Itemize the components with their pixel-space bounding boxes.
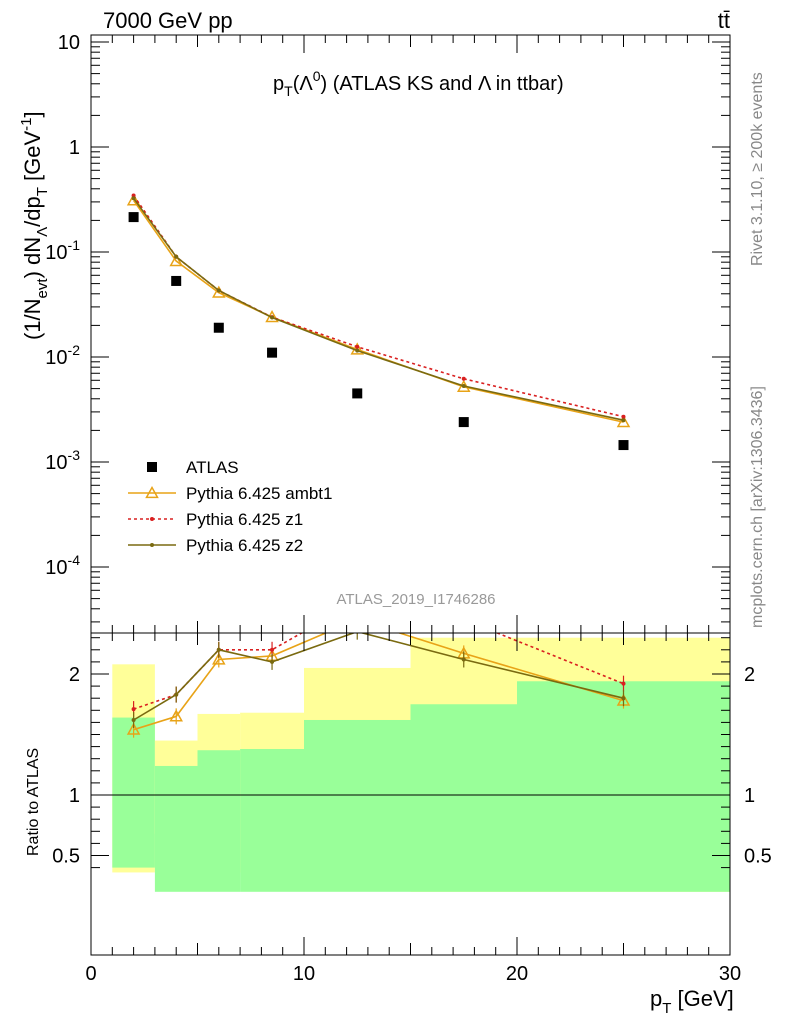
main-y-axis-label: (1/Nevt) dNΛ/dpT [GeV-1] xyxy=(18,111,51,340)
data-point-atlas xyxy=(171,275,182,286)
mc-point-z1 xyxy=(621,414,626,419)
svg-text:pT [GeV]: pT [GeV] xyxy=(650,986,734,1017)
legend-marker xyxy=(147,462,157,472)
ratio-y-ticks xyxy=(91,637,730,869)
band-inner xyxy=(154,765,198,892)
ratio-point-z2 xyxy=(270,659,275,664)
ratio-point-ambt1 xyxy=(169,709,183,722)
band-inner xyxy=(304,719,411,892)
ratio-series xyxy=(126,614,631,738)
band-inner xyxy=(517,681,730,892)
x-tick-labels: 0 10 20 30 xyxy=(85,963,741,985)
analysis-label: ATLAS_2019_I1746286 xyxy=(336,591,495,608)
ratio-y-tick-labels: 0.5 0.5 1 1 2 2 xyxy=(52,664,772,868)
data-point-atlas xyxy=(618,440,629,451)
legend-label: Pythia 6.425 z2 xyxy=(186,536,303,555)
ratio-point-z1 xyxy=(462,618,466,622)
ratio-uncertainty-bands xyxy=(112,637,730,892)
mc-point-z2 xyxy=(461,383,466,388)
data-point-atlas xyxy=(267,347,278,358)
ratio-point-z2 xyxy=(174,692,179,697)
main-y-ticks xyxy=(91,41,730,623)
mc-point-z2 xyxy=(355,348,360,353)
ratio-point-z2 xyxy=(216,647,221,652)
band-inner xyxy=(240,749,304,892)
mc-line-z2 xyxy=(132,197,624,421)
x-tick-label: 30 xyxy=(719,963,741,985)
ratio-x-ticks xyxy=(90,633,731,955)
rivet-version-label: Rivet 3.1.10, ≥ 200k events xyxy=(749,72,766,266)
ratio-y-tick-label-right: 1 xyxy=(744,785,755,807)
main-y-tick-label: 1 xyxy=(69,137,80,159)
main-y-tick-labels: 10 1 10-1 10-2 10-3 10-4 xyxy=(45,32,80,579)
mc-point-z2 xyxy=(216,288,221,293)
legend-marker xyxy=(145,485,159,499)
ratio-panel: 0.5 0.5 1 1 2 2 0 10 20 30 Ratio to ATLAS pT [Ge… xyxy=(25,614,772,1017)
x-axis-label: pT [GeV] xyxy=(650,986,734,1017)
legend-marker xyxy=(150,517,154,521)
main-y-tick-label: 10-3 xyxy=(45,447,80,474)
mcplots-label: mcplots.cern.ch [arXiv:1306.3436] xyxy=(749,386,766,628)
ratio-point-ambt1 xyxy=(352,614,363,624)
ratio-point-z1 xyxy=(621,681,626,686)
ratio-y-axis-label: Ratio to ATLAS xyxy=(25,748,42,856)
legend-label: ATLAS xyxy=(186,458,239,477)
x-tick-label: 0 xyxy=(85,963,96,985)
ratio-point-z2 xyxy=(131,717,136,722)
mc-point-z2 xyxy=(174,254,179,259)
data-point-atlas xyxy=(458,417,469,428)
band-inner xyxy=(410,704,517,892)
svg-text:(1/Nevt) dNΛ/dpT [GeV-1]: (1/Nevt) dNΛ/dpT [GeV-1] xyxy=(18,111,51,340)
main-y-tick-label: 10-2 xyxy=(45,342,80,369)
ratio-point-z1 xyxy=(270,647,275,652)
band-inner xyxy=(197,750,241,892)
ratio-y-tick-label-left: 1 xyxy=(69,785,80,807)
legend-marker xyxy=(150,543,154,547)
ratio-y-tick-label-left: 0.5 xyxy=(52,846,80,868)
main-y-tick-label: 10 xyxy=(58,32,80,54)
data-point-atlas xyxy=(213,322,224,333)
ratio-y-tick-label-right: 2 xyxy=(744,664,755,686)
x-tick-label: 20 xyxy=(506,963,528,985)
mc-point-z2 xyxy=(131,196,136,201)
mc-line-ambt1 xyxy=(132,199,624,423)
ratio-point-ambt1 xyxy=(126,722,141,735)
svg-text:pT(Λ0) (ATLAS KS and Λ in ttba: pT(Λ0) (ATLAS KS and Λ in ttbar) xyxy=(273,68,564,99)
mc-point-z2 xyxy=(270,315,275,320)
band-inner xyxy=(112,717,155,868)
main-x-ticks xyxy=(90,35,731,633)
ratio-point-z2 xyxy=(621,696,626,701)
legend-label: Pythia 6.425 z1 xyxy=(186,510,303,529)
main-y-tick-label: 10-4 xyxy=(45,552,80,579)
ratio-point-z1 xyxy=(131,707,136,712)
ratio-y-tick-label-left: 2 xyxy=(69,664,80,686)
mc-line-z1 xyxy=(132,195,624,418)
data-point-atlas xyxy=(128,212,139,223)
energy-label: 7000 GeV pp xyxy=(103,8,233,33)
legend-label: Pythia 6.425 ambt1 xyxy=(186,484,332,503)
mc-point-z1 xyxy=(355,344,360,349)
process-label: tt̄ xyxy=(718,8,730,33)
main-series xyxy=(126,193,631,451)
legend: ATLAS Pythia 6.425 ambt1 Pythia 6.425 z1 Py… xyxy=(128,458,332,555)
x-tick-label: 10 xyxy=(293,963,315,985)
mc-point-ambt1 xyxy=(616,415,631,428)
chart-title: pT(Λ0) (ATLAS KS and Λ in ttbar) xyxy=(273,68,564,99)
mc-point-z2 xyxy=(621,418,626,423)
mc-point-z1 xyxy=(461,376,466,381)
mc-point-ambt1 xyxy=(126,193,141,206)
ratio-y-tick-label-right: 0.5 xyxy=(744,846,772,868)
main-panel: 10 1 10-1 10-2 10-3 10-4 pT(Λ0) (ATLAS KS and… xyxy=(18,32,731,634)
main-y-tick-label: 10-1 xyxy=(45,237,80,264)
ratio-point-z2 xyxy=(461,657,466,662)
ratio-point-ambt1 xyxy=(212,652,226,665)
data-point-atlas xyxy=(352,388,363,399)
mc-point-ambt1 xyxy=(169,254,183,267)
